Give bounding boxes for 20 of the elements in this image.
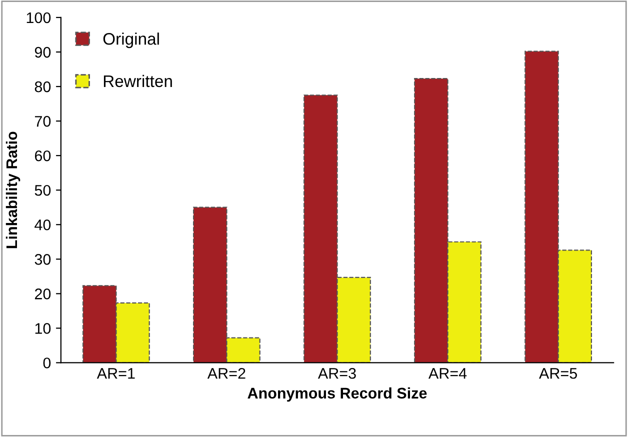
- x-tick-label: AR=2: [207, 368, 246, 379]
- y-tick-label: 70: [34, 116, 51, 127]
- y-tick-label: 100: [26, 12, 51, 24]
- y-tick-label: 10: [35, 323, 51, 334]
- x-tick-label: AR=1: [96, 368, 135, 379]
- legend-label: Original: [103, 32, 159, 48]
- y-tick-label: 90: [34, 46, 51, 58]
- x-axis-title: Anonymous Record Size: [248, 387, 427, 402]
- y-tick-label: 50: [34, 184, 51, 196]
- y-tick-label: 20: [34, 288, 51, 300]
- y-tick-label: 60: [34, 150, 51, 162]
- y-tick-label: 80: [34, 81, 51, 92]
- x-tick-label: AR=5: [539, 368, 577, 379]
- legend-label: Rewritten: [104, 74, 172, 88]
- y-tick-label: 30: [34, 254, 51, 265]
- y-tick-label: 40: [34, 219, 51, 230]
- x-tick-label: AR=3: [318, 368, 356, 379]
- y-tick-label: 0: [43, 358, 51, 368]
- y-axis-title: Linkability Ratio: [6, 132, 20, 248]
- x-tick-label: AR=4: [428, 368, 467, 379]
